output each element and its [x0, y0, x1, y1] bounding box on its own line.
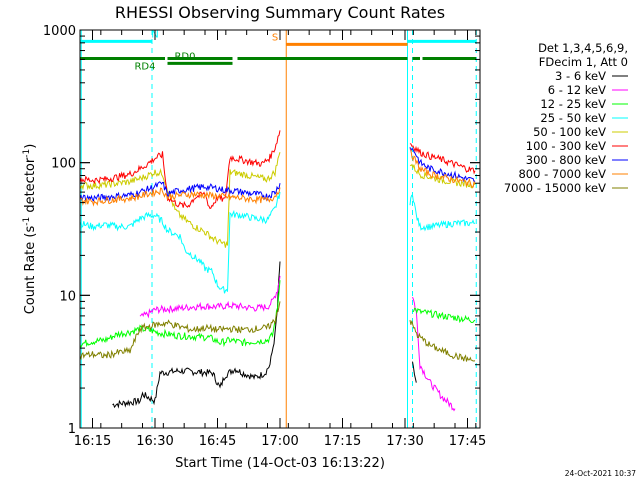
y-axis-label: Count Rate (s-1 detector-1): [22, 144, 38, 315]
series-100-300-kev-part-1: [409, 143, 476, 175]
bar-label-s: S: [272, 32, 278, 43]
chart-title: RHESSI Observing Summary Count Rates: [115, 3, 445, 22]
series-3-6-kev-part-1: [412, 361, 417, 383]
y-tick-label-2: 100: [51, 157, 76, 172]
bar-label-rd4: RD4: [134, 61, 155, 72]
series-6-12-kev-part-0: [139, 275, 281, 319]
legend-entry-6: 300 - 800 keV: [526, 153, 606, 167]
y-tick-label-0: 1: [68, 422, 76, 437]
legend-entry-0: 3 - 6 keV: [555, 69, 606, 83]
timestamp: 24-Oct-2021 10:37: [565, 469, 636, 478]
legend-entry-1: 6 - 12 keV: [548, 83, 606, 97]
series-group: [79, 130, 476, 412]
legend-header-0: Det 1,3,4,5,6,9,: [538, 41, 628, 55]
series-12-25-kev-part-1: [412, 307, 476, 324]
x-tick-label-6: 17:45: [449, 434, 486, 449]
series-800-7000-kev-part-0: [79, 187, 281, 207]
series-25-50-kev-part-0: [79, 192, 281, 294]
series-300-800-kev-part-1: [409, 147, 476, 183]
vertical-markers: [80, 30, 477, 428]
legend-entry-7: 800 - 7000 keV: [518, 167, 606, 181]
axis-tick-labels: 16:15 16:30 16:45 17:00 17:15 17:30 17:45 1 10 10…: [43, 24, 486, 449]
legend-entry-8: 7000 - 15000 keV: [504, 181, 606, 195]
series-6-12-kev-part-1: [412, 296, 456, 412]
x-tick-label-4: 17:15: [324, 434, 361, 449]
series-3-6-kev-part-0: [112, 261, 281, 409]
series-800-7000-kev-part-1: [409, 149, 476, 188]
axis-ticks: [79, 29, 480, 429]
legend-entry-4: 50 - 100 keV: [533, 125, 606, 139]
legend-header-1: FDecim 1, Att 0: [539, 55, 628, 69]
legend-entry-5: 100 - 300 keV: [526, 139, 606, 153]
x-tick-label-2: 16:45: [199, 434, 236, 449]
y-tick-label-1: 10: [59, 289, 76, 304]
series-7000-15000-kev-part-1: [409, 320, 476, 362]
y-tick-label-3: 1000: [43, 24, 76, 39]
series-12-25-kev-part-0: [79, 280, 281, 348]
state-bars: NSRD4RD0: [80, 29, 477, 72]
series-7000-15000-kev-part-0: [79, 301, 281, 361]
x-tick-label-0: 16:15: [74, 434, 111, 449]
series-25-50-kev-part-1: [409, 194, 476, 232]
legend-entry-2: 12 - 25 keV: [540, 97, 606, 111]
legend-entry-3: 25 - 50 keV: [540, 111, 606, 125]
x-tick-label-1: 16:30: [136, 434, 173, 449]
legend: Det 1,3,4,5,6,9,FDecim 1, Att 03 - 6 keV…: [504, 41, 628, 195]
bar-label-rd0: RD0: [174, 51, 195, 62]
x-tick-label-3: 17:00: [261, 434, 298, 449]
series-100-300-kev-part-0: [79, 130, 281, 210]
x-axis-label: Start Time (14-Oct-03 16:13:22): [175, 456, 385, 471]
x-tick-label-5: 17:30: [386, 434, 423, 449]
